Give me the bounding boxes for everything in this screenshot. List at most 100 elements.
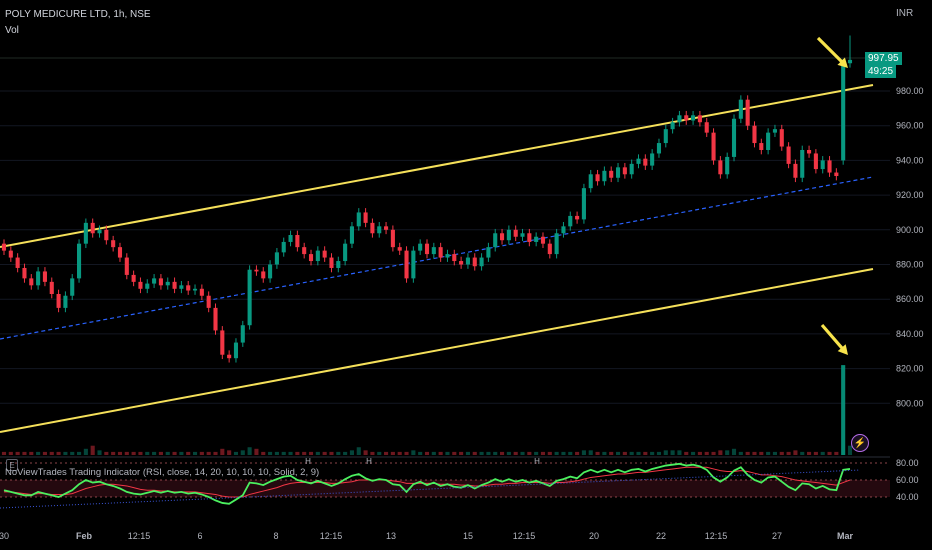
candle-body (90, 222, 95, 234)
price-tick-label: 800.00 (896, 398, 924, 408)
candle-body (602, 170, 607, 182)
candle-body (622, 167, 627, 175)
tradingview-logo-icon[interactable]: E (6, 459, 18, 471)
time-tick-label: 12:15 (320, 531, 343, 541)
volume-bar (847, 445, 853, 455)
candle-body (752, 125, 757, 144)
volume-bar (513, 451, 518, 455)
volume-bar (827, 451, 832, 455)
indicator-legend[interactable]: NoViewTrades Trading Indicator (RSI, clo… (5, 467, 320, 478)
arrow-icon-shaft (816, 36, 844, 64)
price-tick-label: 840.00 (896, 329, 924, 339)
volume-bar (15, 451, 20, 455)
volume-bar (145, 451, 150, 455)
volume-bar (820, 451, 825, 455)
candle-body (240, 325, 245, 343)
volume-bar (718, 450, 723, 455)
candle-body (554, 233, 559, 255)
candle-body (506, 229, 511, 241)
volume-bar (704, 451, 709, 455)
volume-bar (192, 451, 198, 455)
price-tick-label: 900.00 (896, 225, 924, 235)
time-tick-label: Mar (837, 531, 854, 541)
volume-bar (431, 451, 436, 455)
candle-body (527, 233, 532, 242)
volume-label[interactable]: Vol (5, 25, 19, 36)
volume-bar (274, 451, 279, 455)
volume-bar (697, 451, 702, 455)
candle-body (288, 235, 293, 242)
price-tick-label: 920.00 (896, 190, 924, 200)
symbol-title[interactable]: POLY MEDICURE LTD, 1h, NSE (5, 9, 151, 20)
volume-bar (49, 451, 54, 455)
volume-bar (227, 450, 232, 455)
candle-body (847, 59, 853, 64)
volume-bar (547, 451, 552, 455)
volume-bar (199, 451, 204, 455)
time-tick-label: 12:15 (128, 531, 151, 541)
candle-body (745, 99, 750, 126)
time-tick-label: 20 (589, 531, 599, 541)
candle-body (36, 271, 41, 286)
candle-body (83, 222, 88, 244)
candle-body (452, 254, 457, 262)
candle-body (261, 271, 266, 279)
candle-body (711, 132, 716, 161)
arrow-icon-head (837, 57, 848, 68)
candle-body (199, 288, 204, 296)
candle-body (438, 247, 443, 258)
volume-bar (384, 451, 389, 455)
candle-body (356, 212, 361, 227)
candle-body (254, 269, 259, 272)
candle-body (411, 250, 416, 279)
candle-body (336, 261, 341, 268)
candle-body (377, 226, 382, 234)
bar-countdown: 49:25 (865, 65, 897, 78)
volume-bar (138, 451, 143, 455)
candle-body (629, 163, 634, 175)
volume-bar (656, 451, 662, 455)
volume-bar (247, 447, 252, 455)
candle-body (697, 115, 702, 123)
candle-body (124, 257, 129, 275)
flash-icon[interactable]: ⚡ (851, 434, 869, 452)
candle-body (465, 257, 470, 265)
volume-bar (800, 451, 805, 455)
candle-body (738, 99, 743, 119)
candle-body (643, 158, 648, 166)
candle-body (97, 229, 102, 234)
price-tick-label: 880.00 (896, 260, 924, 270)
channel-lower-line (0, 268, 874, 433)
volume-bar (445, 451, 450, 455)
volume-bar (465, 451, 470, 455)
volume-bar (731, 448, 737, 455)
volume-bar (104, 451, 109, 455)
volume-bar (308, 451, 314, 455)
volume-bar (206, 451, 211, 455)
candle-body (793, 163, 798, 178)
high-marker: H (534, 457, 540, 466)
candle-body (104, 229, 109, 241)
volume-bar (520, 451, 525, 455)
volume-bar (377, 451, 382, 455)
rsi-band (0, 480, 890, 497)
candle-body (520, 233, 525, 237)
volume-bar (349, 450, 354, 455)
candle-body (568, 215, 573, 227)
volume-bar (807, 451, 812, 455)
candle-body (315, 250, 320, 262)
candle-body (670, 122, 675, 130)
candle-body (349, 226, 354, 244)
candle-body (656, 143, 662, 154)
volume-bar (602, 451, 607, 455)
volume-bar (281, 451, 286, 455)
candle-body (540, 236, 546, 244)
volume-bar (36, 451, 41, 455)
volume-bar (356, 447, 361, 455)
volume-bar (486, 451, 491, 455)
volume-bar (500, 451, 505, 455)
volume-bar (63, 451, 68, 455)
candle-body (281, 241, 286, 253)
candle-body (1, 243, 7, 251)
